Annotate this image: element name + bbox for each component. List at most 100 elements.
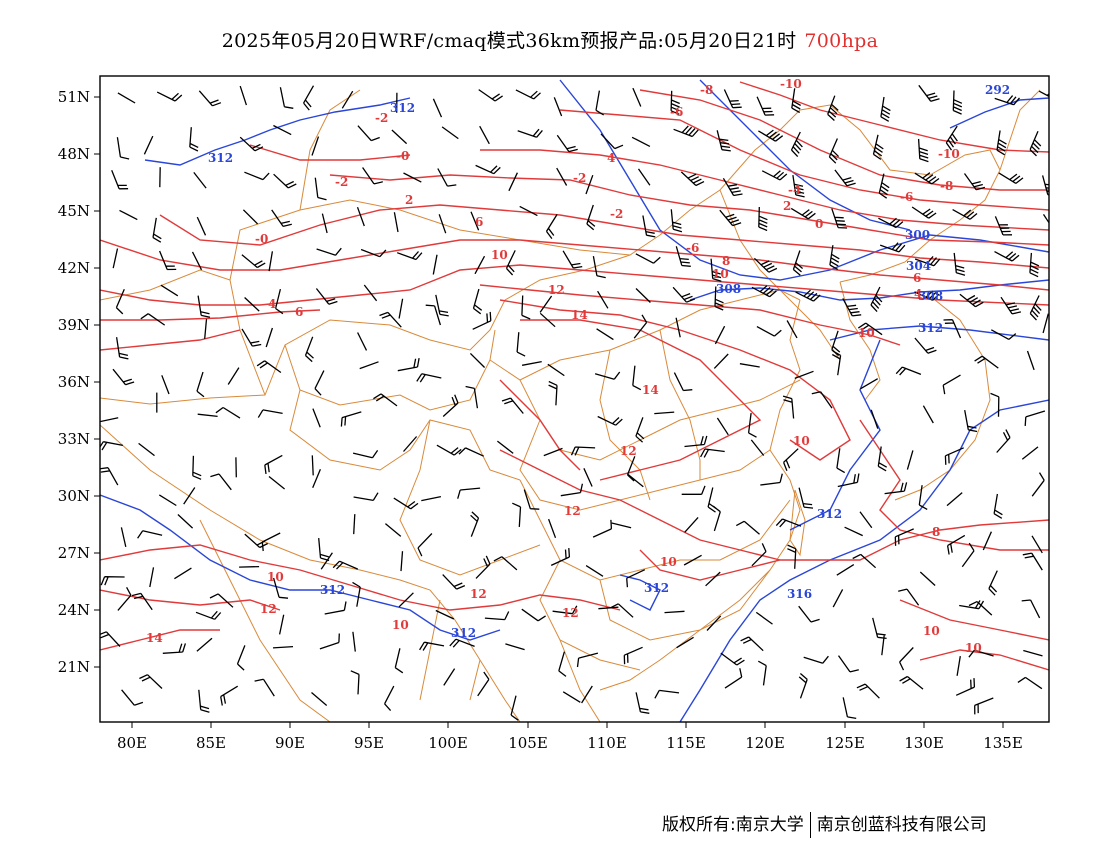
wind-barb [373, 393, 398, 407]
wind-barb [988, 570, 998, 596]
wind-barb [878, 173, 890, 199]
wind-barb [196, 371, 205, 398]
map-frame [99, 75, 1050, 723]
wind-barb [1029, 295, 1042, 321]
wind-barb [585, 565, 604, 577]
temp-label: 10 [965, 641, 982, 655]
wind-barb [942, 374, 961, 395]
wind-barb [441, 126, 459, 140]
wind-barb [501, 397, 524, 414]
wind-barb [895, 366, 922, 376]
wind-barb [919, 571, 936, 586]
boundary-inner-7 [519, 479, 791, 581]
wind-barb [523, 489, 540, 510]
wind-barb [193, 171, 207, 189]
wind-barb [396, 251, 423, 261]
longitude-axis: 80E 85E 90E 95E 100E 105E 110E 115E 120E… [117, 722, 1023, 752]
isotherm-12b [499, 449, 781, 561]
wind-barb [956, 655, 961, 676]
wind-barb [670, 209, 683, 233]
wind-barb [362, 167, 383, 185]
wind-barb [713, 353, 729, 369]
wind-barb [100, 441, 124, 451]
wind-barb [670, 90, 680, 115]
wind-barb [417, 533, 433, 557]
wind-barb [675, 317, 681, 338]
height-label: 292 [985, 83, 1010, 97]
wind-barb [350, 670, 360, 695]
height-contour-312-west [100, 494, 501, 641]
wind-barb [197, 413, 218, 418]
wind-barb [121, 689, 144, 706]
wind-barb [442, 394, 459, 417]
wind-barb [273, 173, 297, 189]
temp-label: 10 [793, 434, 810, 448]
temp-label: -6 [670, 105, 683, 119]
wind-barb [100, 631, 121, 647]
wind-barb [884, 482, 908, 495]
wind-barb [723, 89, 742, 109]
wind-barb [760, 473, 783, 486]
wind-barb [626, 569, 646, 588]
wind-barb [684, 516, 699, 533]
wind-barb [242, 209, 259, 225]
wind-barb [994, 251, 1020, 262]
temp-label: -0 [255, 232, 268, 246]
wind-barb [241, 328, 262, 347]
wind-barb [359, 361, 379, 370]
wind-barb [521, 608, 546, 622]
wind-barb [254, 678, 275, 697]
wind-barb [304, 336, 314, 363]
wind-barb [918, 84, 940, 102]
boundary-inner-8 [599, 569, 771, 641]
lat-tick-label: 21N [58, 658, 90, 676]
wind-barb [1026, 350, 1035, 371]
wind-barb [137, 530, 163, 539]
wind-barb [1041, 175, 1049, 196]
wind-barb [681, 485, 706, 495]
wind-barb [756, 326, 782, 337]
wind-barb [400, 551, 404, 572]
wind-barb [162, 643, 187, 654]
copyright-owner: 版权所有:南京大学 [662, 815, 804, 835]
wind-barb [319, 633, 340, 650]
wind-barb [539, 295, 553, 313]
wind-barb [100, 576, 125, 586]
wind-barb [570, 446, 596, 456]
wind-barb [581, 685, 593, 704]
wind-barb [831, 208, 848, 229]
wind-barb [556, 167, 568, 186]
wind-barb [790, 131, 803, 158]
wind-barb [469, 352, 486, 368]
isotherm-10-sw [100, 544, 621, 611]
wind-barb [724, 668, 743, 689]
wind-barb [384, 523, 402, 537]
height-label: 312 [320, 583, 345, 597]
isotherm-6 [100, 309, 321, 321]
wind-barb [111, 169, 129, 190]
wind-barb [311, 692, 328, 706]
isotherm-n2 [329, 174, 1049, 246]
wind-barb [484, 611, 510, 621]
temp-label: 2 [405, 193, 413, 207]
wind-barb [548, 380, 558, 406]
temp-label: -10 [938, 147, 960, 161]
wind-barb [183, 487, 196, 505]
wind-barb [209, 593, 234, 608]
wind-barb [597, 415, 623, 426]
lat-tick-label: 45N [58, 202, 90, 220]
wind-barb [236, 645, 246, 671]
wind-barb [239, 136, 264, 152]
wind-barb [1029, 252, 1040, 278]
wind-barb [856, 683, 880, 699]
wind-barb [782, 448, 799, 471]
wind-barb [792, 175, 805, 198]
wind-barb [268, 251, 274, 272]
isotherm-4 [100, 264, 1049, 306]
lat-tick-label: 51N [58, 88, 90, 106]
temp-label: -2 [375, 111, 388, 125]
wind-barb [117, 586, 132, 611]
wind-barb [312, 408, 321, 428]
wind-barb [438, 214, 447, 234]
wind-barb [198, 689, 210, 713]
